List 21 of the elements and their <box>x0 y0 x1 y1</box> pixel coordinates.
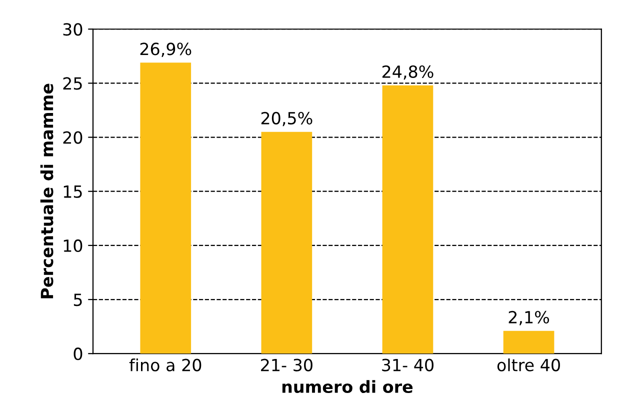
y-tick-label: 20 <box>63 131 82 144</box>
bar <box>503 330 554 354</box>
x-axis-title: numero di ore <box>282 380 413 394</box>
y-tick-label: 15 <box>64 186 82 198</box>
data-label: 20,5% <box>261 112 312 126</box>
y-tick-label: 0 <box>74 348 82 360</box>
x-tick-label: 31- 40 <box>382 358 434 372</box>
bar <box>261 132 312 354</box>
data-label: 2,1% <box>508 310 550 326</box>
x-tick-label: oltre 40 <box>497 358 560 372</box>
x-tick-label: fino a 20 <box>129 358 202 372</box>
x-tick-label: 21- 30 <box>261 358 312 372</box>
data-label: 24,8% <box>382 65 434 80</box>
bar <box>382 85 434 354</box>
y-tick-label: 5 <box>74 294 82 306</box>
data-label: 26,9% <box>140 42 192 57</box>
bar <box>140 62 192 354</box>
y-tick-label: 25 <box>63 77 82 90</box>
y-axis-title: Percentuale di mamme <box>40 84 54 298</box>
y-tick-label: 30 <box>63 23 82 36</box>
y-tick-label: 10 <box>64 239 82 252</box>
